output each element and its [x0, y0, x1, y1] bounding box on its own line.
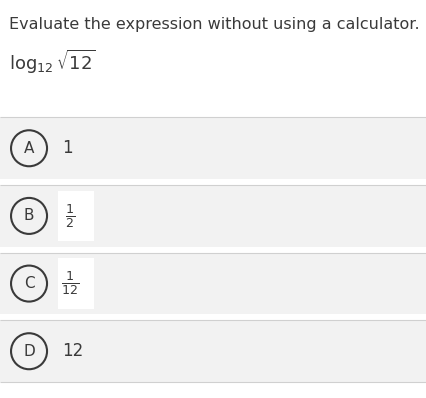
Text: 1: 1 [62, 139, 72, 157]
Text: 12: 12 [62, 342, 83, 360]
Text: Evaluate the expression without using a calculator.: Evaluate the expression without using a … [9, 17, 419, 32]
Text: $\frac{1}{2}$: $\frac{1}{2}$ [65, 202, 75, 230]
Text: D: D [23, 344, 35, 359]
Bar [0, 253, 426, 314]
Bar [0, 185, 426, 247]
Bar [0, 320, 426, 382]
Text: B: B [24, 209, 34, 223]
Bar [0, 117, 426, 179]
Text: $\log_{12}\sqrt{12}$: $\log_{12}\sqrt{12}$ [9, 48, 96, 76]
Text: C: C [24, 276, 34, 291]
Text: $\frac{1}{12}$: $\frac{1}{12}$ [61, 270, 79, 297]
Bar [58, 191, 94, 241]
Text: A: A [24, 141, 34, 156]
Bar [58, 258, 94, 309]
